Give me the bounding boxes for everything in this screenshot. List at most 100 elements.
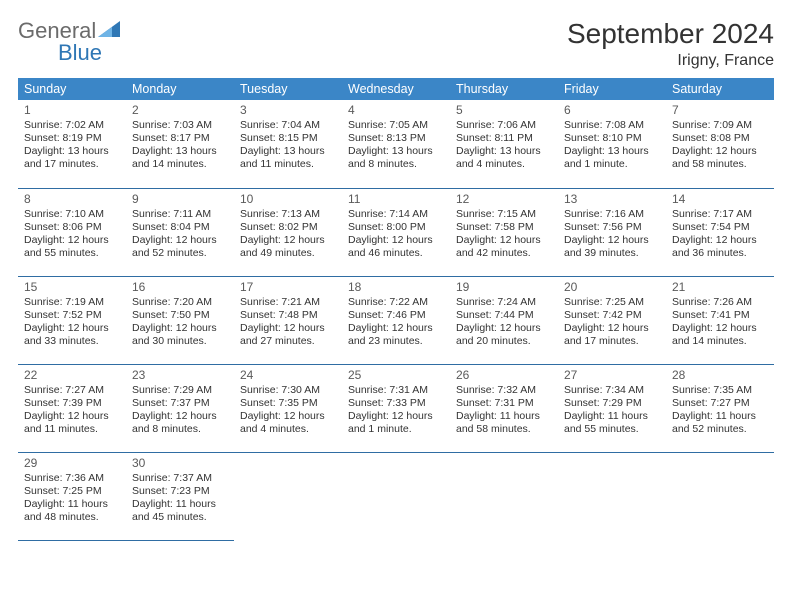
day-number: 20: [564, 280, 660, 295]
day-number: 14: [672, 192, 768, 207]
sunset-text: Sunset: 8:02 PM: [240, 221, 336, 234]
sunrise-text: Sunrise: 7:19 AM: [24, 296, 120, 309]
day-number: 6: [564, 103, 660, 118]
daylight-text: and 4 minutes.: [456, 158, 552, 171]
sunrise-text: Sunrise: 7:17 AM: [672, 208, 768, 221]
day-number: 10: [240, 192, 336, 207]
daylight-text: Daylight: 12 hours: [240, 234, 336, 247]
day-number: 26: [456, 368, 552, 383]
brand-blue: Blue: [58, 40, 102, 66]
calendar-cell: 2Sunrise: 7:03 AMSunset: 8:17 PMDaylight…: [126, 100, 234, 188]
sunset-text: Sunset: 7:33 PM: [348, 397, 444, 410]
calendar-cell: 14Sunrise: 7:17 AMSunset: 7:54 PMDayligh…: [666, 188, 774, 276]
sunset-text: Sunset: 8:04 PM: [132, 221, 228, 234]
sunset-text: Sunset: 7:37 PM: [132, 397, 228, 410]
sunrise-text: Sunrise: 7:35 AM: [672, 384, 768, 397]
sunset-text: Sunset: 8:11 PM: [456, 132, 552, 145]
sunset-text: Sunset: 7:35 PM: [240, 397, 336, 410]
day-number: 15: [24, 280, 120, 295]
calendar-cell: 11Sunrise: 7:14 AMSunset: 8:00 PMDayligh…: [342, 188, 450, 276]
calendar-cell: 28Sunrise: 7:35 AMSunset: 7:27 PMDayligh…: [666, 364, 774, 452]
sunset-text: Sunset: 8:15 PM: [240, 132, 336, 145]
daylight-text: Daylight: 12 hours: [348, 410, 444, 423]
calendar-cell: [450, 452, 558, 540]
sunset-text: Sunset: 7:56 PM: [564, 221, 660, 234]
sunrise-text: Sunrise: 7:05 AM: [348, 119, 444, 132]
daylight-text: Daylight: 13 hours: [456, 145, 552, 158]
daylight-text: and 55 minutes.: [564, 423, 660, 436]
daylight-text: and 42 minutes.: [456, 247, 552, 260]
daylight-text: Daylight: 13 hours: [24, 145, 120, 158]
daylight-text: Daylight: 12 hours: [132, 410, 228, 423]
daylight-text: Daylight: 12 hours: [456, 322, 552, 335]
sunrise-text: Sunrise: 7:30 AM: [240, 384, 336, 397]
daylight-text: and 30 minutes.: [132, 335, 228, 348]
day-number: 25: [348, 368, 444, 383]
daylight-text: Daylight: 12 hours: [456, 234, 552, 247]
daylight-text: Daylight: 13 hours: [348, 145, 444, 158]
daylight-text: and 49 minutes.: [240, 247, 336, 260]
daylight-text: and 4 minutes.: [240, 423, 336, 436]
sunset-text: Sunset: 8:10 PM: [564, 132, 660, 145]
sunrise-text: Sunrise: 7:10 AM: [24, 208, 120, 221]
day-number: 5: [456, 103, 552, 118]
daylight-text: and 11 minutes.: [24, 423, 120, 436]
day-number: 22: [24, 368, 120, 383]
calendar-cell: 22Sunrise: 7:27 AMSunset: 7:39 PMDayligh…: [18, 364, 126, 452]
daylight-text: and 52 minutes.: [132, 247, 228, 260]
daylight-text: Daylight: 12 hours: [564, 234, 660, 247]
daylight-text: Daylight: 12 hours: [24, 322, 120, 335]
calendar-cell: 18Sunrise: 7:22 AMSunset: 7:46 PMDayligh…: [342, 276, 450, 364]
sunrise-text: Sunrise: 7:02 AM: [24, 119, 120, 132]
calendar-row: 29Sunrise: 7:36 AMSunset: 7:25 PMDayligh…: [18, 452, 774, 540]
sunset-text: Sunset: 8:19 PM: [24, 132, 120, 145]
calendar-cell: [234, 452, 342, 540]
sunset-text: Sunset: 7:42 PM: [564, 309, 660, 322]
calendar-row: 22Sunrise: 7:27 AMSunset: 7:39 PMDayligh…: [18, 364, 774, 452]
daylight-text: and 46 minutes.: [348, 247, 444, 260]
sunset-text: Sunset: 7:27 PM: [672, 397, 768, 410]
calendar-cell: 4Sunrise: 7:05 AMSunset: 8:13 PMDaylight…: [342, 100, 450, 188]
calendar-cell: 10Sunrise: 7:13 AMSunset: 8:02 PMDayligh…: [234, 188, 342, 276]
day-number: 1: [24, 103, 120, 118]
day-number: 23: [132, 368, 228, 383]
sunset-text: Sunset: 7:48 PM: [240, 309, 336, 322]
sunset-text: Sunset: 7:46 PM: [348, 309, 444, 322]
calendar-cell: 15Sunrise: 7:19 AMSunset: 7:52 PMDayligh…: [18, 276, 126, 364]
weekday-header: Tuesday: [234, 78, 342, 100]
daylight-text: and 33 minutes.: [24, 335, 120, 348]
daylight-text: and 20 minutes.: [456, 335, 552, 348]
day-number: 18: [348, 280, 444, 295]
daylight-text: and 58 minutes.: [672, 158, 768, 171]
daylight-text: Daylight: 13 hours: [240, 145, 336, 158]
calendar-cell: 5Sunrise: 7:06 AMSunset: 8:11 PMDaylight…: [450, 100, 558, 188]
daylight-text: Daylight: 12 hours: [132, 322, 228, 335]
daylight-text: Daylight: 11 hours: [24, 498, 120, 511]
sunrise-text: Sunrise: 7:04 AM: [240, 119, 336, 132]
daylight-text: and 17 minutes.: [24, 158, 120, 171]
daylight-text: and 45 minutes.: [132, 511, 228, 524]
weekday-header: Sunday: [18, 78, 126, 100]
day-number: 11: [348, 192, 444, 207]
sunset-text: Sunset: 7:23 PM: [132, 485, 228, 498]
day-number: 8: [24, 192, 120, 207]
daylight-text: Daylight: 12 hours: [672, 234, 768, 247]
daylight-text: Daylight: 12 hours: [24, 410, 120, 423]
sunrise-text: Sunrise: 7:08 AM: [564, 119, 660, 132]
daylight-text: and 11 minutes.: [240, 158, 336, 171]
weekday-header: Saturday: [666, 78, 774, 100]
daylight-text: and 23 minutes.: [348, 335, 444, 348]
sunrise-text: Sunrise: 7:34 AM: [564, 384, 660, 397]
sunrise-text: Sunrise: 7:26 AM: [672, 296, 768, 309]
sunset-text: Sunset: 7:52 PM: [24, 309, 120, 322]
calendar-cell: 20Sunrise: 7:25 AMSunset: 7:42 PMDayligh…: [558, 276, 666, 364]
calendar-row: 15Sunrise: 7:19 AMSunset: 7:52 PMDayligh…: [18, 276, 774, 364]
day-number: 17: [240, 280, 336, 295]
sunset-text: Sunset: 7:54 PM: [672, 221, 768, 234]
calendar-cell: 9Sunrise: 7:11 AMSunset: 8:04 PMDaylight…: [126, 188, 234, 276]
day-number: 4: [348, 103, 444, 118]
calendar-cell: 26Sunrise: 7:32 AMSunset: 7:31 PMDayligh…: [450, 364, 558, 452]
weekday-header: Thursday: [450, 78, 558, 100]
sunrise-text: Sunrise: 7:37 AM: [132, 472, 228, 485]
calendar-body: 1Sunrise: 7:02 AMSunset: 8:19 PMDaylight…: [18, 100, 774, 540]
